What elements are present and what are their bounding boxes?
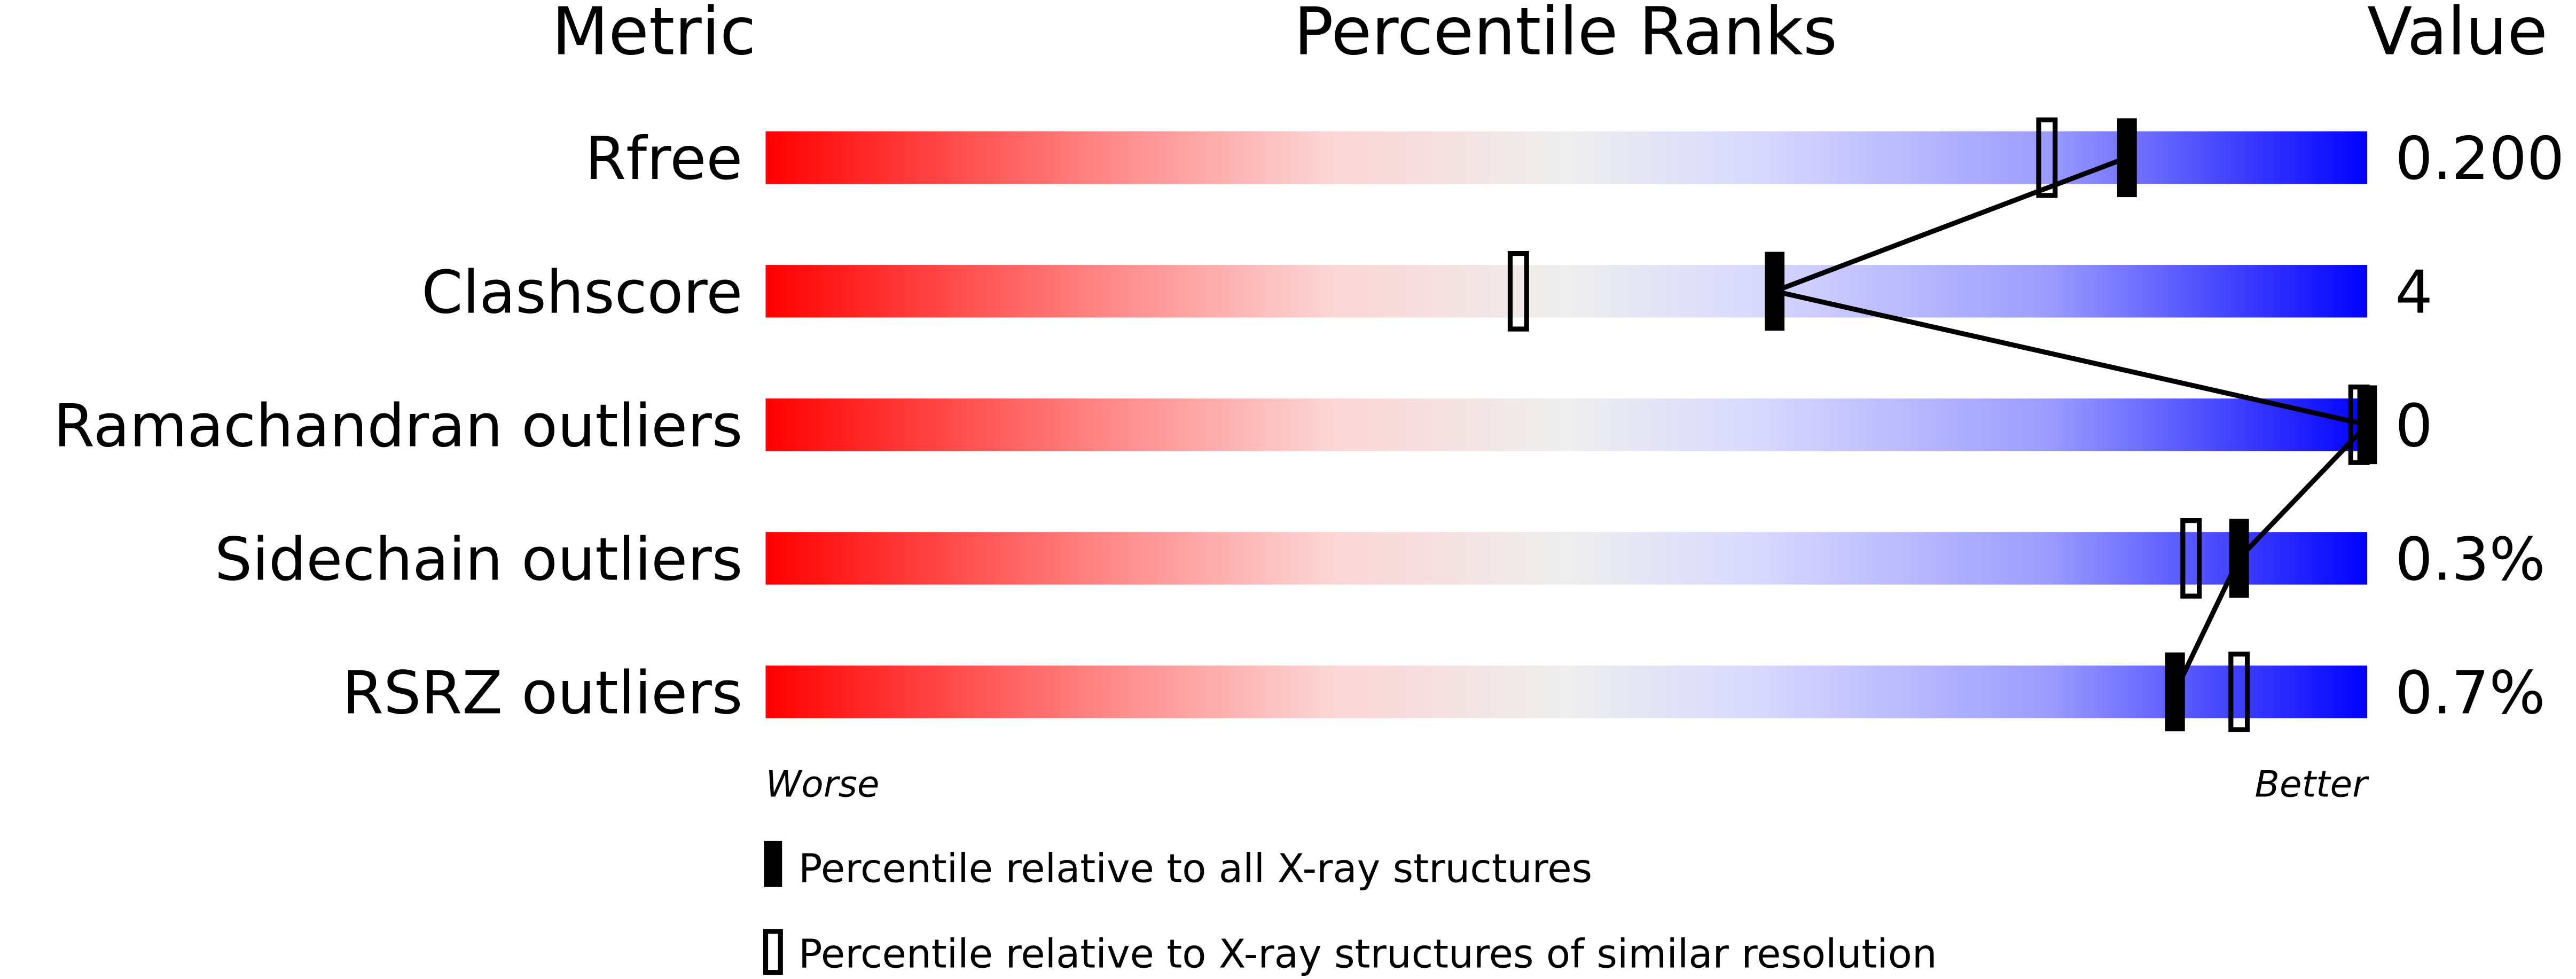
percentile-bar [765,532,2368,585]
all-structures-marker [2117,118,2137,198]
similar-resolution-marker [2228,652,2250,732]
header-percentile-ranks: Percentile Ranks [1294,0,1837,70]
all-structures-marker [1765,252,1785,331]
legend-label-similar: Percentile relative to X-ray structures … [798,931,1937,977]
metric-label: Sidechain outliers [215,525,743,594]
similar-resolution-marker [1507,250,1529,332]
metric-label: Rfree [585,124,742,193]
percentile-bar [765,265,2368,318]
metric-value: 0 [2395,391,2432,460]
metric-value: 0.200 [2395,124,2564,193]
header-metric: Metric [552,0,756,70]
all-structures-marker [2165,652,2185,732]
worse-label: Worse [765,763,879,805]
legend-open-marker [763,929,783,975]
percentile-bar [765,665,2368,718]
all-structures-marker [2229,519,2249,598]
all-structures-marker [2357,385,2377,465]
metric-value: 4 [2395,258,2432,327]
legend-label-all: Percentile relative to all X-ray structu… [798,846,1592,892]
metric-label: Clashscore [421,258,742,327]
metric-label: Ramachandran outliers [53,391,742,460]
metric-value: 0.3% [2395,525,2545,594]
similar-resolution-marker [2180,518,2202,599]
percentile-bar [765,398,2368,451]
metric-label: RSRZ outliers [342,659,742,727]
metric-value: 0.7% [2395,659,2545,727]
percentile-bar [765,131,2368,184]
legend-filled-marker [764,841,782,887]
similar-resolution-marker [2036,117,2058,198]
better-label: Better [2255,763,2370,805]
header-value: Value [2367,0,2548,70]
